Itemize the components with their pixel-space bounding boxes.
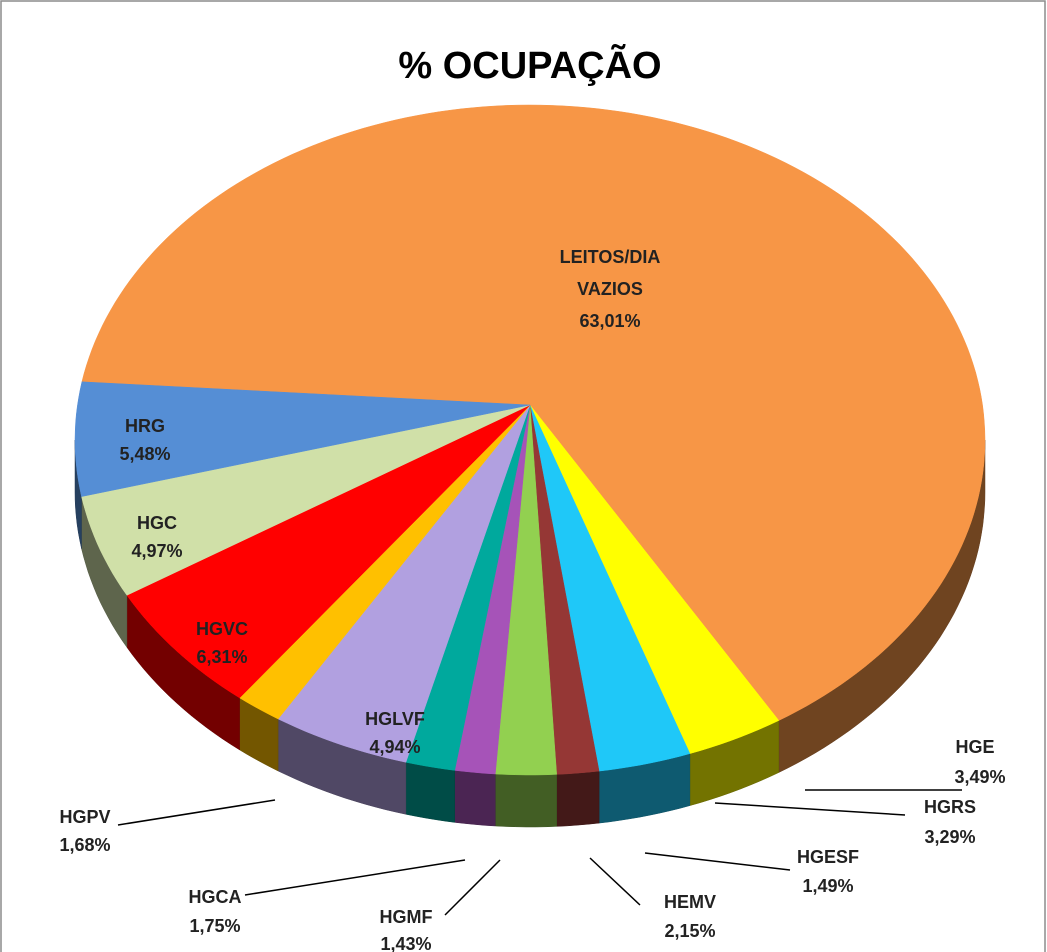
value-label: 63,01% (579, 311, 640, 331)
value-label: 4,94% (369, 737, 420, 757)
slice-label: HGVC (196, 619, 248, 639)
leader-line (444, 859, 501, 916)
value-label: 1,68% (59, 835, 110, 855)
value-label: 3,49% (954, 767, 1005, 787)
slice (529, 404, 691, 772)
slice-label: HGC (137, 513, 177, 533)
slice (81, 404, 531, 596)
slice-label: HGLVF (365, 709, 425, 729)
value-label: 2,15% (664, 921, 715, 941)
leader-line (117, 799, 276, 826)
slice-label: LEITOS/DIA VAZIOS (560, 247, 661, 299)
slice (74, 381, 531, 497)
value-label: 3,29% (924, 827, 975, 847)
slice-label: HEMV (664, 892, 716, 912)
slice-label: HGPV (59, 807, 110, 827)
slice-label: HGE (955, 737, 994, 757)
slice-side (556, 770, 600, 827)
slice-side (405, 761, 455, 823)
slice (81, 104, 986, 721)
slice-label: HGMF (380, 907, 433, 927)
slice-side (495, 773, 557, 828)
value-label: 5,48% (119, 444, 170, 464)
slice (529, 404, 780, 754)
slice-label: HGESF (797, 847, 859, 867)
value-label: 1,43% (380, 934, 431, 952)
leader-line (244, 859, 466, 896)
leader-line (589, 857, 641, 906)
slice-side (454, 770, 496, 827)
slice (239, 404, 531, 720)
leader-line (644, 852, 791, 871)
slice (277, 404, 531, 763)
slice (495, 404, 557, 776)
leader-line (714, 802, 906, 816)
slice-label: HGRS (924, 797, 976, 817)
value-label: 4,97% (131, 541, 182, 561)
value-label: 1,49% (802, 876, 853, 896)
value-label: 6,31% (196, 647, 247, 667)
slice (126, 404, 531, 699)
chart-title: % OCUPAÇÃO (398, 43, 661, 87)
value-label: 1,75% (189, 916, 240, 936)
slice-label: HGCA (189, 887, 242, 907)
slice-label: HRG (125, 416, 165, 436)
slice (405, 404, 531, 771)
